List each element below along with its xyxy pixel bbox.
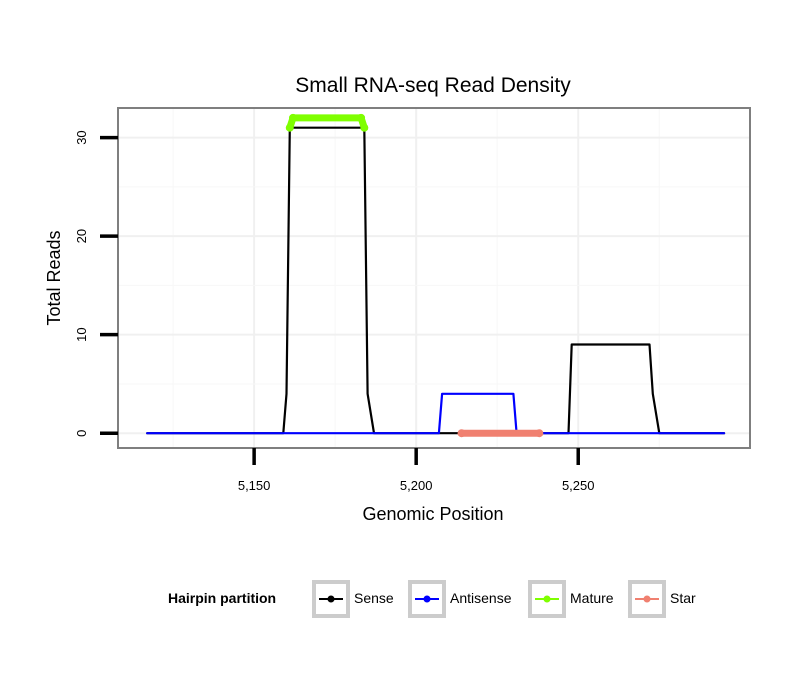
series-antisense [146,392,726,435]
legend-label: Antisense [450,590,512,606]
legend: Hairpin partition Sense Antisense Mature St… [168,580,696,618]
grid-lines [118,108,750,448]
y-axis: 0 10 20 30 [74,130,118,437]
y-axis-title: Total Reads [44,230,64,325]
data-point-mature [357,113,366,122]
data-point-mature [289,113,298,122]
series-line-antisense [146,392,726,435]
y-tick-label: 30 [74,130,89,144]
x-tick-label: 5,250 [562,478,595,493]
x-tick-label: 5,200 [400,478,433,493]
legend-label: Sense [354,590,394,606]
legend-key-point [423,595,431,603]
x-tick-label: 5,150 [238,478,271,493]
legend-item-antisense: Antisense [408,580,512,618]
series-mature [285,113,369,132]
plot-panel-border [117,107,751,449]
y-tick-label: 10 [74,327,89,341]
x-axis-title: Genomic Position [362,504,503,524]
data-point-star [535,429,544,438]
series-star [457,429,544,438]
series-line-mature [286,114,368,132]
legend-label: Star [670,590,696,606]
data-point-mature [360,123,369,132]
data-point-star [457,429,466,438]
legend-key-point [327,595,335,603]
y-tick-label: 0 [74,430,89,437]
legend-label: Mature [570,590,614,606]
x-axis: 5,150 5,200 5,250 [238,448,595,493]
legend-item-mature: Mature [528,580,614,618]
legend-title: Hairpin partition [168,590,276,606]
chart-title: Small RNA-seq Read Density [295,74,571,97]
data-point-mature [285,123,294,132]
series-layer [146,113,726,438]
legend-key-point [543,595,551,603]
y-tick-label: 20 [74,229,89,243]
legend-item-star: Star [628,580,696,618]
legend-item-sense: Sense [312,580,394,618]
legend-key-point [643,595,651,603]
